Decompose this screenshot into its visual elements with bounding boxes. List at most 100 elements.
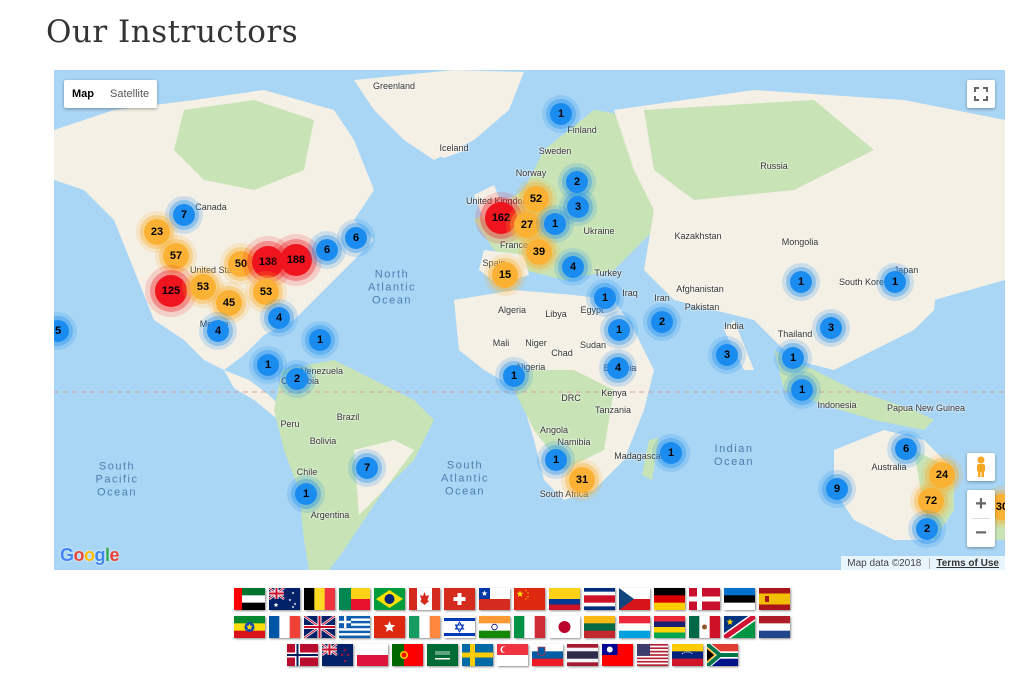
flag-india-icon[interactable] (479, 616, 510, 638)
flag-estonia-icon[interactable] (724, 588, 755, 610)
map-type-map-button[interactable]: Map (72, 88, 94, 100)
flag-poland-icon[interactable] (356, 644, 388, 666)
cluster-marker[interactable]: 31 (569, 467, 595, 493)
flag-luxembourg-icon[interactable] (619, 616, 650, 638)
flag-namibia-icon[interactable] (724, 616, 755, 638)
flag-mexico-icon[interactable] (689, 616, 720, 638)
cluster-marker[interactable]: 5 (54, 320, 69, 342)
cluster-marker[interactable]: 53 (190, 274, 216, 300)
cluster-marker[interactable]: 6 (345, 227, 367, 249)
cluster-marker[interactable]: 6 (895, 438, 917, 460)
flag-mauritius-icon[interactable] (654, 616, 685, 638)
cluster-marker[interactable]: 52 (523, 186, 549, 212)
flag-chile-icon[interactable] (479, 588, 510, 610)
cluster-marker[interactable]: 24 (929, 462, 955, 488)
zoom-out-button[interactable]: − (975, 522, 987, 544)
cluster-marker[interactable]: 6 (316, 239, 338, 261)
cluster-marker[interactable]: 23 (144, 219, 170, 245)
cluster-marker[interactable]: 2 (651, 311, 673, 333)
cluster-marker[interactable]: 4 (268, 307, 290, 329)
flag-italy-icon[interactable] (514, 616, 545, 638)
flag-lithuania-icon[interactable] (584, 616, 615, 638)
terms-of-use-link[interactable]: Terms of Use (929, 557, 999, 569)
flag-hong-kong-icon[interactable] (374, 616, 405, 638)
flag-czech-republic-icon[interactable] (619, 588, 650, 610)
cluster-marker[interactable]: 1 (309, 329, 331, 351)
cluster-marker[interactable]: 45 (216, 290, 242, 316)
cluster-marker[interactable]: 2 (916, 518, 938, 540)
cluster-marker[interactable]: 9 (826, 478, 848, 500)
flag-portugal-icon[interactable] (391, 644, 423, 666)
flag-benin-icon[interactable] (339, 588, 370, 610)
cluster-marker[interactable]: 1 (550, 103, 572, 125)
flag-norway-icon[interactable] (286, 644, 318, 666)
cluster-marker[interactable]: 1 (884, 271, 906, 293)
fullscreen-button[interactable] (967, 80, 995, 108)
instructors-map[interactable]: Greenland Iceland Finland Sweden Norway Russi… (54, 70, 1005, 570)
cluster-marker[interactable]: 1 (660, 442, 682, 464)
cluster-marker[interactable]: 2 (286, 368, 308, 390)
flag-germany-icon[interactable] (654, 588, 685, 610)
cluster-marker[interactable]: 1 (544, 213, 566, 235)
cluster-marker[interactable]: 4 (207, 320, 229, 342)
cluster-marker[interactable]: 57 (163, 243, 189, 269)
flag-saudi-arabia-icon[interactable] (426, 644, 458, 666)
cluster-marker[interactable]: 3 (567, 196, 589, 218)
cluster-marker[interactable]: 4 (562, 256, 584, 278)
flag-israel-icon[interactable] (444, 616, 475, 638)
flag-canada-icon[interactable] (409, 588, 440, 610)
google-logo[interactable]: Google (60, 545, 120, 565)
flag-denmark-icon[interactable] (689, 588, 720, 610)
cluster-marker[interactable]: 1 (503, 365, 525, 387)
flag-colombia-icon[interactable] (549, 588, 580, 610)
map-type-satellite-button[interactable]: Satellite (110, 88, 150, 100)
flag-south-africa-icon[interactable] (706, 644, 738, 666)
cluster-marker[interactable]: 1 (790, 271, 812, 293)
flag-singapore-icon[interactable] (496, 644, 528, 666)
cluster-marker[interactable]: 1 (608, 319, 630, 341)
flag-ethiopia-icon[interactable] (234, 616, 265, 638)
flag-brazil-icon[interactable] (374, 588, 405, 610)
map-type-control[interactable]: Map Satellite (64, 80, 158, 108)
flag-costa-rica-icon[interactable] (584, 588, 615, 610)
flag-new-zealand-icon[interactable] (321, 644, 353, 666)
cluster-marker[interactable]: 1 (791, 379, 813, 401)
flag-united-states-icon[interactable] (636, 644, 668, 666)
flag-netherlands-icon[interactable] (759, 616, 790, 638)
flag-china-icon[interactable] (514, 588, 545, 610)
flag-united-kingdom-icon[interactable] (304, 616, 335, 638)
cluster-marker[interactable]: 1 (545, 449, 567, 471)
cluster-marker[interactable]: 1 (594, 287, 616, 309)
flag-france-icon[interactable] (269, 616, 300, 638)
cluster-marker[interactable]: 162 (485, 202, 517, 234)
cluster-marker[interactable]: 1 (257, 354, 279, 376)
cluster-marker[interactable]: 125 (155, 275, 187, 307)
flag-ireland-icon[interactable] (409, 616, 440, 638)
zoom-control[interactable]: + − (967, 490, 995, 547)
flag-thailand-icon[interactable] (566, 644, 598, 666)
flag-switzerland-icon[interactable] (444, 588, 475, 610)
cluster-marker[interactable]: 15 (492, 262, 518, 288)
flag-uae-icon[interactable] (234, 588, 265, 610)
flag-taiwan-icon[interactable] (601, 644, 633, 666)
cluster-marker[interactable]: 4 (607, 357, 629, 379)
cluster-marker[interactable]: 1 (782, 347, 804, 369)
cluster-marker[interactable]: 1 (295, 483, 317, 505)
cluster-marker[interactable]: 138 (252, 246, 284, 278)
flag-greece-icon[interactable] (339, 616, 370, 638)
cluster-marker[interactable]: 188 (280, 244, 312, 276)
cluster-marker[interactable]: 3 (716, 344, 738, 366)
cluster-marker[interactable]: 2 (566, 171, 588, 193)
cluster-marker[interactable]: 27 (514, 212, 540, 238)
flag-sweden-icon[interactable] (461, 644, 493, 666)
flag-japan-icon[interactable] (549, 616, 580, 638)
cluster-marker[interactable]: 7 (356, 457, 378, 479)
cluster-marker[interactable]: 72 (918, 488, 944, 514)
flag-australia-icon[interactable] (269, 588, 300, 610)
street-view-pegman-button[interactable] (967, 453, 995, 481)
cluster-marker[interactable]: 7 (173, 204, 195, 226)
flag-slovenia-icon[interactable] (531, 644, 563, 666)
flag-belgium-icon[interactable] (304, 588, 335, 610)
flag-venezuela-icon[interactable] (671, 644, 703, 666)
cluster-marker[interactable]: 50 (228, 251, 254, 277)
